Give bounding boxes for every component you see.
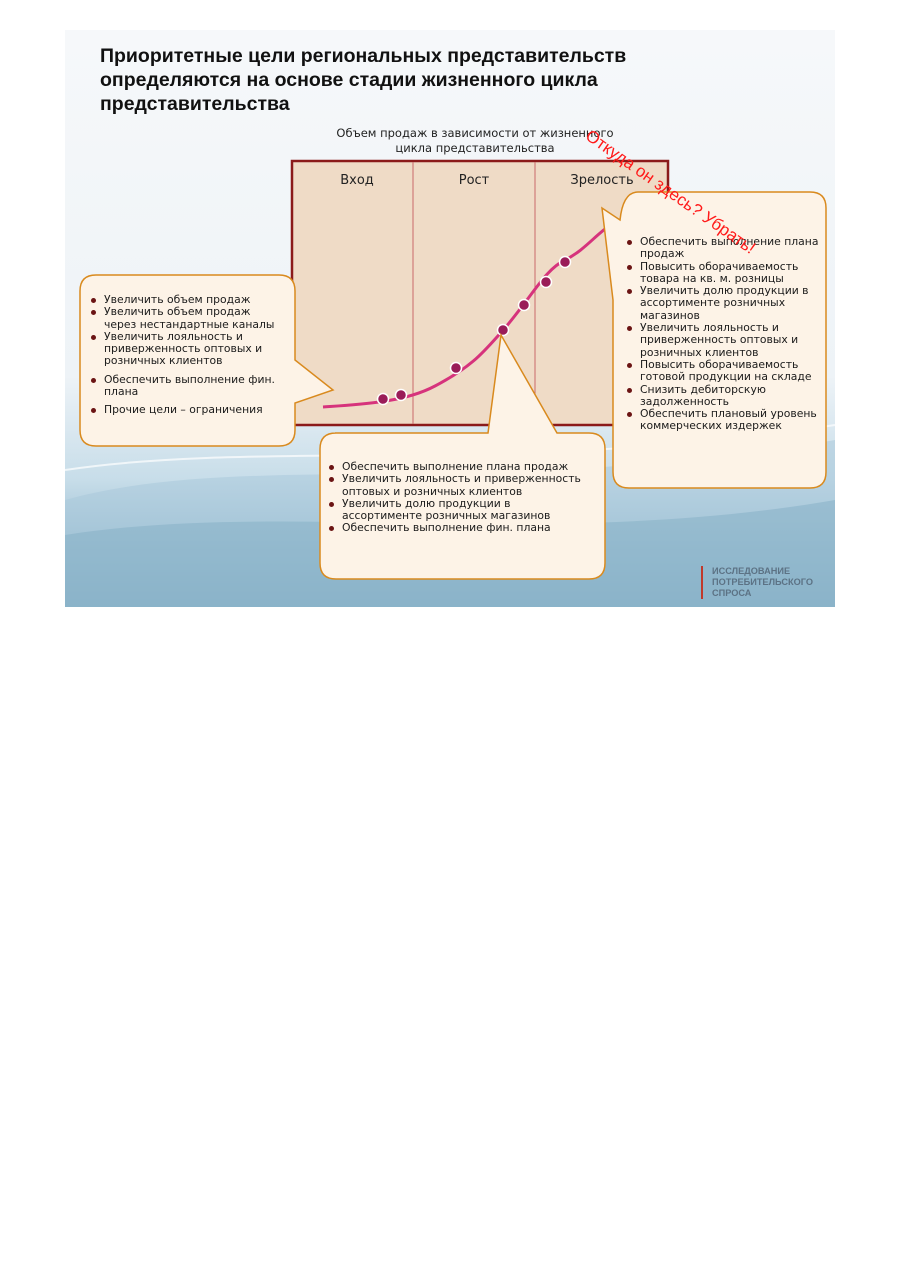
curve-point — [376, 392, 390, 406]
maturity-goal-item: Обеспечить выполнение плана продаж — [625, 235, 825, 261]
entry-goal-item: Увеличить объем продаж через нестандартн… — [89, 306, 279, 331]
maturity-goal-item: Увеличить долю продукции в ассортименте … — [625, 285, 825, 322]
bubble-entry — [79, 274, 335, 447]
chart-caption: Объем продаж в зависимости от жизненного… — [310, 126, 640, 156]
slide-title: Приоритетные цели региональных представи… — [100, 44, 720, 116]
maturity-goal-item: Повысить оборачиваемость товара на кв. м… — [625, 260, 825, 286]
chart-caption-line: цикла представительства — [395, 141, 555, 155]
chart-caption-line: Объем продаж в зависимости от жизненного — [336, 126, 614, 140]
title-line: определяются на основе стадии жизненного… — [100, 69, 598, 91]
curve-points — [376, 255, 572, 406]
curve-point — [517, 298, 531, 312]
growth-goal-item: Увеличить долю продукции в ассортименте … — [327, 497, 592, 523]
brand-line: СПРОСА — [712, 588, 752, 598]
brand-logo-text: ИССЛЕДОВАНИЕ ПОТРЕБИТЕЛЬСКОГО СПРОСА — [701, 566, 835, 599]
curve-point — [449, 361, 463, 375]
maturity-goal-item: Обеспечить плановый уровень коммерческих… — [625, 408, 825, 433]
slide-graphics — [65, 30, 835, 607]
curve-point — [539, 275, 553, 289]
brand-line: ИССЛЕДОВАНИЕ — [712, 566, 791, 576]
stage-label-maturity: Зрелость — [570, 173, 634, 188]
curve-point — [394, 388, 408, 402]
growth-goals-list: Обеспечить выполнение плана продаж Увели… — [327, 460, 592, 535]
entry-goals-list: Увеличить объем продаж Увеличить объем п… — [89, 293, 279, 417]
chart-frame — [290, 159, 670, 427]
growth-goal-item: Обеспечить выполнение плана продаж — [327, 460, 592, 473]
entry-goal-item: Обеспечить выполнение фин. плана — [89, 373, 279, 399]
maturity-goal-item: Снизить дебиторскую задолженность — [625, 383, 825, 409]
entry-goal-item: Увеличить объем продаж — [89, 293, 279, 306]
curve-point — [496, 323, 510, 337]
growth-goal-item: Обеспечить выполнение фин. плана — [327, 522, 592, 534]
growth-goal-item: Увеличить лояльность и приверженность оп… — [327, 473, 592, 498]
bubble-growth — [319, 332, 606, 580]
curve-point — [558, 255, 572, 269]
title-line: представительства — [100, 93, 290, 115]
entry-goal-item: Увеличить лояльность и приверженность оп… — [89, 330, 279, 368]
maturity-goal-item: Повысить оборачиваемость готовой продукц… — [625, 358, 825, 384]
stage-label-growth: Рост — [458, 173, 490, 188]
slide: Приоритетные цели региональных представи… — [65, 30, 835, 607]
bubble-maturity — [601, 191, 827, 489]
maturity-goals-list: Обеспечить выполнение плана продаж Повыс… — [625, 235, 825, 433]
stage-label-entry: Вход — [340, 173, 374, 188]
brand-line: ПОТРЕБИТЕЛЬСКОГО — [712, 577, 814, 587]
maturity-goal-item: Увеличить лояльность и приверженность оп… — [625, 321, 825, 359]
title-line: Приоритетные цели региональных представи… — [100, 45, 627, 67]
entry-goal-item: Прочие цели – ограничения — [89, 404, 279, 416]
